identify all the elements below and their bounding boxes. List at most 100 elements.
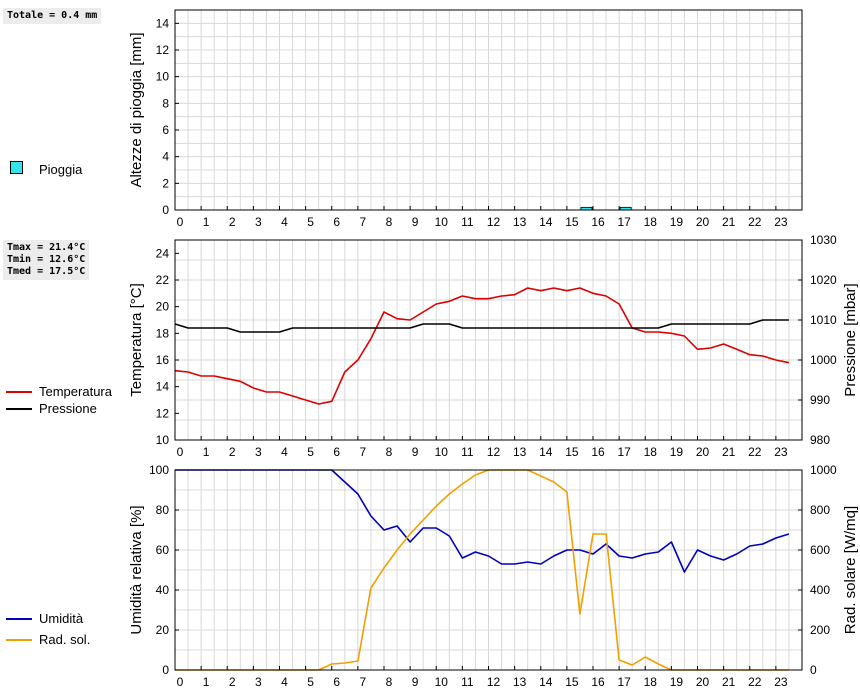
temp-x-tick-label: 6	[333, 445, 340, 459]
rain-y-tick-label: 14	[156, 16, 170, 30]
rain-y-tick-label: 12	[156, 43, 170, 57]
temp-y2-tick-label: 1010	[810, 313, 837, 327]
temp-x-tick-label: 14	[539, 445, 553, 459]
hum-x-tick-label: 1	[203, 675, 210, 689]
rain-x-tick-label: 0	[177, 215, 184, 229]
rain-x-tick-label: 10	[435, 215, 449, 229]
hum-y2-tick-label: 0	[810, 663, 817, 677]
hum-x-tick-label: 13	[513, 675, 527, 689]
hum-legend-swatch-humidity	[6, 618, 32, 620]
temp-y2-tick-label: 1000	[810, 353, 837, 367]
temp-x-tick-label: 2	[229, 445, 236, 459]
rain-x-tick-label: 2	[229, 215, 236, 229]
temp-series-0	[174, 287, 790, 405]
temp-x-tick-label: 8	[386, 445, 393, 459]
rain-y-tick-label: 10	[156, 70, 170, 84]
hum-x-tick-label: 12	[487, 675, 501, 689]
temp-y-axis-label: Temperatura [°C]	[128, 283, 145, 397]
temp-y-tick-label: 24	[156, 246, 170, 260]
rain-x-tick-label: 9	[412, 215, 419, 229]
rain-x-tick-label: 3	[255, 215, 262, 229]
temp-y2-tick-label: 990	[810, 393, 830, 407]
hum-x-tick-label: 18	[644, 675, 658, 689]
temp-panel: 0 1 2 3 4 5 6 7 8 9 10 11 12 13 14 15 16 17 18 19 20 21 22 2310…	[128, 233, 859, 459]
rain-x-tick-label: 19	[670, 215, 684, 229]
hum-x-tick-label: 4	[281, 675, 288, 689]
hum-y2-tick-label: 600	[810, 543, 830, 557]
hum-x-tick-label: 19	[670, 675, 684, 689]
temp-legend-swatch-pressure	[6, 408, 32, 410]
rain-total-label: Totale = 0.4 mm	[3, 8, 102, 24]
temp-x-tick-label: 22	[748, 445, 762, 459]
temp-legend-label-temperature: Temperatura	[39, 384, 112, 399]
temp-x-tick-label: 9	[412, 445, 419, 459]
hum-legend-swatch-radiation	[6, 639, 32, 641]
rain-y-tick-label: 6	[162, 123, 169, 137]
temp-x-tick-label: 11	[461, 445, 474, 459]
temp-y-tick-label: 12	[156, 406, 170, 420]
temp-x-tick-label: 12	[487, 445, 501, 459]
rain-x-tick-label: 20	[696, 215, 710, 229]
hum-x-tick-label: 7	[360, 675, 367, 689]
hum-y2-tick-label: 200	[810, 623, 830, 637]
hum-x-tick-label: 14	[539, 675, 553, 689]
hum-legend-label-humidity: Umidità	[39, 611, 84, 626]
rain-y-tick-label: 2	[162, 176, 169, 190]
temp-y-tick-label: 16	[156, 353, 170, 367]
hum-y-tick-label: 100	[149, 463, 169, 477]
rain-legend-swatch	[10, 161, 23, 174]
temp-y2-axis-label: Pressione [mbar]	[842, 283, 859, 396]
hum-panel: 0 1 2 3 4 5 6 7 8 9 10 11 12 13 14 15 16 17 18 19 20 21 22 2302…	[128, 463, 859, 689]
hum-y-tick-label: 0	[162, 663, 169, 677]
rain-x-tick-label: 14	[539, 215, 553, 229]
hum-x-tick-label: 22	[748, 675, 762, 689]
temp-x-tick-label: 3	[255, 445, 262, 459]
hum-y2-tick-label: 400	[810, 583, 830, 597]
rain-x-tick-label: 4	[281, 215, 288, 229]
temp-y2-tick-label: 980	[810, 433, 830, 447]
temp-x-tick-label: 16	[591, 445, 605, 459]
hum-y-tick-label: 20	[156, 623, 170, 637]
temp-x-tick-label: 23	[774, 445, 788, 459]
rain-panel: 0 1 2 3 4 5 6 7 8 9 10 11 12 13 14 15 16 17 18 19 20 21 22 2302…	[128, 9, 803, 229]
rain-x-tick-label: 12	[487, 215, 501, 229]
hum-x-tick-label: 3	[255, 675, 262, 689]
hum-x-tick-label: 23	[774, 675, 788, 689]
temp-x-tick-label: 1	[203, 445, 210, 459]
hum-y-tick-label: 80	[156, 503, 170, 517]
hum-x-tick-label: 2	[229, 675, 236, 689]
hum-y2-tick-label: 800	[810, 503, 830, 517]
rain-y-tick-label: 0	[162, 203, 169, 217]
rain-y-tick-label: 4	[162, 150, 169, 164]
rain-x-tick-label: 1	[203, 215, 210, 229]
rain-x-tick-label: 6	[333, 215, 340, 229]
temp-x-tick-label: 21	[722, 445, 736, 459]
rain-x-tick-label: 21	[722, 215, 736, 229]
temp-legend-label-pressure: Pressione	[39, 401, 97, 416]
rain-x-tick-label: 11	[461, 215, 474, 229]
hum-x-tick-label: 6	[333, 675, 340, 689]
hum-y-axis-label: Umidità relativa [%]	[128, 505, 145, 634]
temp-y-tick-label: 10	[156, 433, 170, 447]
hum-y-tick-label: 40	[156, 583, 170, 597]
hum-x-tick-label: 16	[591, 675, 605, 689]
temp-stats-box: Tmax = 21.4°C Tmin = 12.6°C Tmed = 17.5°…	[3, 240, 90, 280]
temp-x-tick-label: 4	[281, 445, 288, 459]
rain-x-tick-label: 15	[565, 215, 579, 229]
rain-y-tick-label: 8	[162, 96, 169, 110]
hum-y2-axis-label: Rad. solare [W/mq]	[842, 506, 859, 634]
hum-x-tick-label: 15	[565, 675, 579, 689]
temp-stat-med: Tmed = 17.5°C	[7, 266, 86, 277]
rain-x-tick-label: 7	[360, 215, 367, 229]
hum-y-tick-label: 60	[156, 543, 170, 557]
rain-legend-label: Pioggia	[39, 162, 83, 177]
rain-x-tick-label: 13	[513, 215, 527, 229]
temp-y2-tick-label: 1020	[810, 273, 837, 287]
hum-x-tick-label: 0	[177, 675, 184, 689]
temp-x-tick-label: 7	[360, 445, 367, 459]
rain-x-tick-label: 16	[591, 215, 605, 229]
temp-x-tick-label: 15	[565, 445, 579, 459]
hum-x-tick-label: 8	[386, 675, 393, 689]
rain-x-tick-label: 22	[748, 215, 762, 229]
